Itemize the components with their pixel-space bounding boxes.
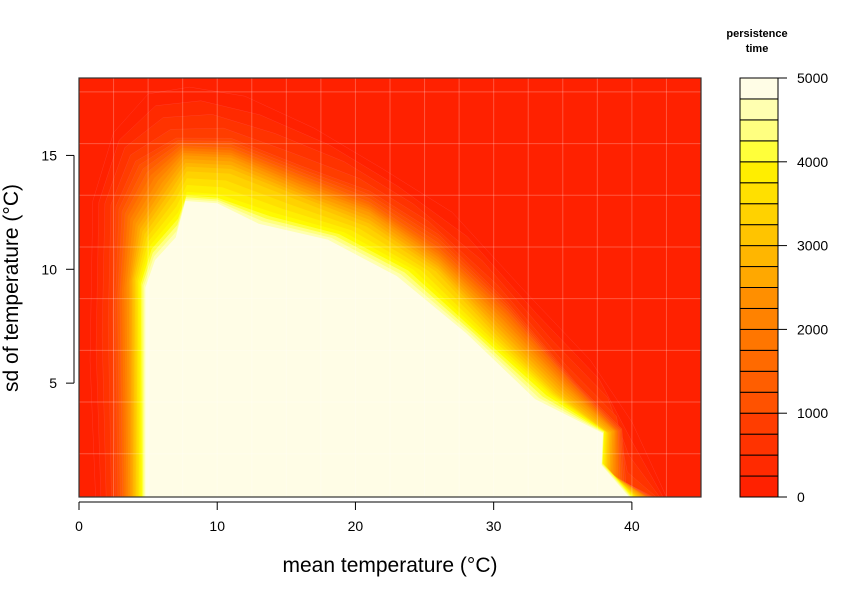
legend-swatch <box>739 266 779 288</box>
legend-colorbar <box>739 77 779 498</box>
legend-swatch <box>739 119 779 142</box>
y-tick-label: 15 <box>41 147 57 163</box>
x-axis-title: mean temperature (°C) <box>283 554 498 577</box>
y-tick-label: 5 <box>49 375 57 391</box>
grid-lines <box>79 78 701 497</box>
legend-swatch <box>739 412 779 435</box>
legend-tick-label: 1000 <box>797 405 828 421</box>
legend-tick-label: 2000 <box>797 321 828 337</box>
legend-swatch <box>739 245 779 268</box>
legend-swatch <box>739 370 779 393</box>
contour-band <box>145 200 630 497</box>
x-tick-label: 20 <box>348 518 364 534</box>
legend-tick-label: 4000 <box>797 154 828 170</box>
legend-ticks: 0 1000 2000 3000 4000 5000 <box>778 70 828 505</box>
contour-bands <box>89 86 667 498</box>
legend-swatch <box>739 454 779 477</box>
x-tick-label: 0 <box>75 518 83 534</box>
x-tick-label: 40 <box>624 518 640 534</box>
plot-area <box>78 77 702 498</box>
legend-tick-label: 3000 <box>797 238 828 254</box>
x-tick-label: 30 <box>486 518 502 534</box>
legend-title-line1: persistence <box>726 28 787 40</box>
legend-swatch <box>739 475 779 498</box>
y-axis-title: sd of temperature (°C) <box>0 184 23 392</box>
legend-swatch <box>739 203 779 226</box>
y-axis: 5 10 15 <box>41 147 75 391</box>
y-tick-label: 10 <box>41 261 57 277</box>
legend-swatch <box>739 287 779 309</box>
legend-tick-label: 0 <box>797 489 805 505</box>
legend-swatch <box>739 98 779 121</box>
legend-title-line2: time <box>746 43 769 55</box>
legend-swatch <box>739 182 779 205</box>
color-legend: persistence time 0 1000 2000 3000 4000 5000 <box>726 28 828 505</box>
legend-swatch <box>739 433 779 456</box>
x-axis: 0 10 20 30 40 <box>75 501 640 534</box>
legend-swatch <box>739 161 779 184</box>
x-tick-label: 10 <box>209 518 225 534</box>
legend-swatch <box>739 140 779 163</box>
legend-tick-label: 5000 <box>797 70 828 86</box>
legend-swatch <box>739 77 779 100</box>
legend-swatch <box>739 307 779 330</box>
plot-border <box>78 77 702 498</box>
legend-swatch <box>739 328 779 351</box>
legend-swatch <box>739 391 779 414</box>
legend-swatch <box>739 349 779 372</box>
legend-swatch <box>739 224 779 247</box>
